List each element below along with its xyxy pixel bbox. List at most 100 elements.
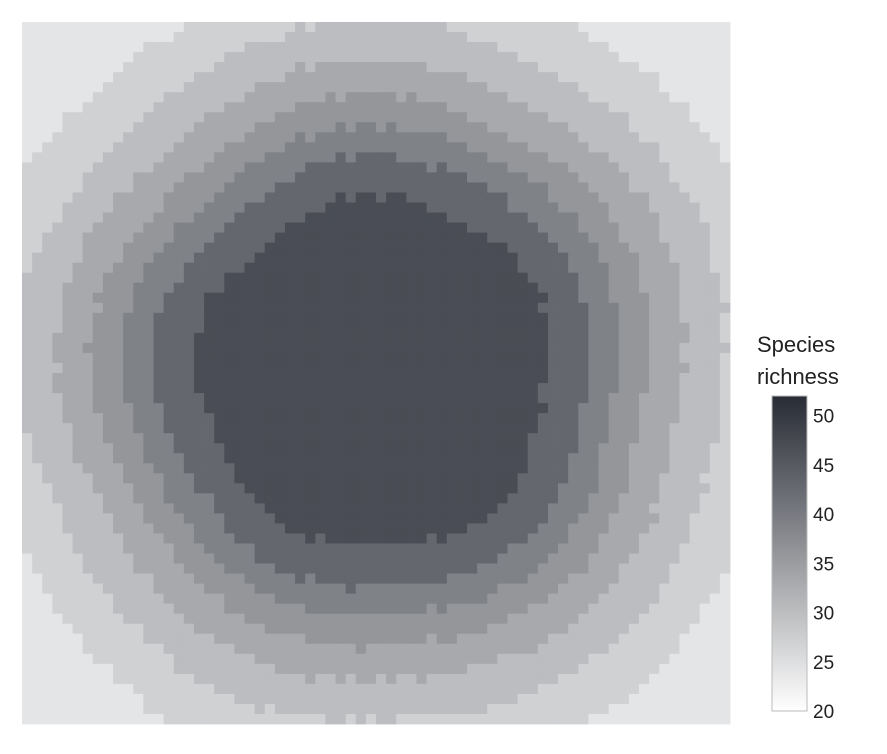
heatmap-cell [133, 22, 144, 33]
heatmap-cell [163, 192, 175, 203]
heatmap-cell [284, 373, 296, 384]
heatmap-cell [92, 563, 104, 574]
heatmap-cell [406, 282, 417, 294]
heatmap-cell [143, 393, 154, 404]
heatmap-cell [72, 443, 84, 454]
heatmap-cell [264, 252, 276, 264]
heatmap-cell [638, 423, 650, 434]
heatmap-cell [456, 292, 468, 304]
heatmap-cell [376, 42, 387, 53]
heatmap-cell [638, 473, 650, 484]
heatmap-cell [284, 513, 296, 524]
heatmap-cell [365, 423, 377, 434]
heatmap-cell [618, 272, 630, 284]
heatmap-cell [113, 342, 124, 354]
heatmap-cell [274, 282, 286, 294]
heatmap-cell [517, 362, 529, 374]
heatmap-cell [608, 292, 620, 304]
heatmap-cell [244, 322, 256, 334]
heatmap-cell [254, 503, 266, 514]
heatmap-cell [284, 703, 296, 715]
heatmap-cell [416, 593, 427, 605]
heatmap-cell [42, 613, 53, 625]
heatmap-cell [719, 342, 731, 354]
heatmap-cell [376, 473, 387, 484]
heatmap-cell [608, 633, 620, 645]
heatmap-cell [618, 543, 630, 554]
heatmap-cell [386, 643, 397, 655]
heatmap-cell [406, 453, 417, 464]
heatmap-cell [234, 192, 245, 203]
heatmap-cell [113, 663, 124, 675]
heatmap-cell [416, 132, 427, 143]
heatmap-cell [305, 513, 316, 524]
heatmap-cell [436, 62, 448, 73]
heatmap-cell [62, 423, 73, 434]
heatmap-cell [325, 222, 336, 233]
heatmap-cell [214, 643, 225, 655]
heatmap-cell [386, 493, 397, 504]
heatmap-cell [92, 653, 104, 665]
heatmap-cell [163, 633, 175, 645]
heatmap-cell [295, 453, 306, 464]
heatmap-cell [264, 693, 276, 705]
heatmap-cell [669, 252, 680, 264]
heatmap-cell [22, 212, 33, 223]
heatmap-cell [537, 102, 549, 113]
heatmap-cell [568, 623, 579, 635]
heatmap-cell [224, 573, 235, 584]
heatmap-cell [608, 302, 620, 314]
heatmap-cell [628, 443, 640, 454]
heatmap-cell [396, 613, 407, 625]
heatmap-cell [527, 453, 539, 464]
heatmap-cell [193, 663, 205, 675]
heatmap-cell [22, 413, 33, 424]
heatmap-cell [32, 483, 43, 494]
heatmap-cell [224, 393, 235, 404]
heatmap-cell [446, 673, 458, 685]
heatmap-cell [659, 523, 670, 534]
heatmap-cell [598, 633, 610, 645]
heatmap-cell [153, 342, 164, 354]
heatmap-cell [214, 342, 225, 354]
heatmap-cell [568, 573, 579, 584]
heatmap-cell [214, 623, 225, 635]
heatmap-cell [507, 212, 518, 223]
heatmap-cell [123, 413, 134, 424]
heatmap-cell [274, 443, 286, 454]
heatmap-cell [345, 613, 357, 625]
heatmap-cell [224, 533, 235, 544]
heatmap-cell [204, 322, 215, 334]
heatmap-cell [568, 443, 579, 454]
heatmap-cell [386, 272, 397, 284]
heatmap-cell [689, 262, 701, 274]
heatmap-cell [123, 102, 134, 113]
heatmap-cell [578, 122, 589, 133]
heatmap-cell [436, 653, 448, 665]
heatmap-cell [446, 643, 458, 655]
heatmap-cell [193, 713, 205, 725]
heatmap-cell [113, 132, 124, 143]
heatmap-cell [659, 222, 670, 233]
heatmap-cell [113, 232, 124, 244]
heatmap-cell [183, 483, 195, 494]
heatmap-cell [406, 493, 417, 504]
heatmap-cell [325, 523, 336, 534]
heatmap-cell [62, 62, 73, 73]
heatmap-cell [679, 112, 690, 123]
heatmap-cell [325, 132, 336, 143]
heatmap-cell [133, 232, 144, 244]
heatmap-cell [244, 563, 256, 574]
heatmap-cell [143, 62, 154, 73]
heatmap-cell [234, 72, 245, 83]
heatmap-cell [386, 573, 397, 584]
heatmap-cell [507, 563, 518, 574]
heatmap-cell [183, 92, 195, 103]
heatmap-cell [113, 543, 124, 554]
heatmap-cell [608, 242, 620, 254]
heatmap-cell [355, 603, 367, 615]
heatmap-cell [679, 82, 690, 93]
heatmap-cell [173, 52, 185, 63]
heatmap-cell [32, 252, 43, 264]
heatmap-cell [578, 603, 589, 615]
